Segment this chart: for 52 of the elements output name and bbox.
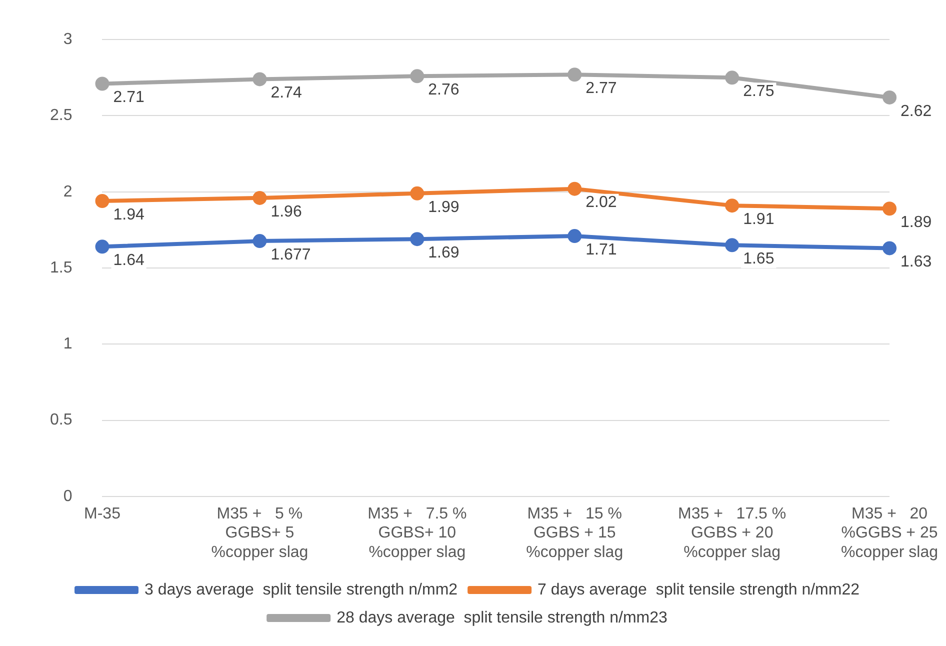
x-tick-label: M-35 bbox=[84, 505, 121, 522]
data-label: 1.677 bbox=[270, 246, 311, 264]
data-label: 1.64 bbox=[113, 252, 144, 270]
data-label: 1.71 bbox=[586, 241, 617, 258]
point bbox=[725, 238, 740, 252]
point bbox=[568, 182, 582, 196]
data-label: 2.77 bbox=[586, 80, 617, 98]
point bbox=[882, 202, 897, 216]
point bbox=[568, 229, 582, 244]
data-label: 2.75 bbox=[743, 83, 774, 100]
y-tick-label: 2 bbox=[63, 183, 72, 200]
point bbox=[882, 90, 897, 104]
y-tick-label: 0.5 bbox=[50, 412, 72, 429]
data-label: 2.71 bbox=[113, 89, 144, 106]
data-label: 1.69 bbox=[428, 244, 460, 262]
data-label: 2.62 bbox=[900, 102, 932, 120]
data-label: 1.91 bbox=[743, 210, 774, 228]
data-label: 1.94 bbox=[113, 206, 144, 224]
legend-label: 28 days average split tensile strength n/mm23 bbox=[336, 609, 668, 626]
point bbox=[95, 194, 110, 208]
x-tick-label: M35 + 17.5 % GGBS + 20 %copper slag bbox=[678, 505, 786, 561]
point bbox=[410, 186, 424, 200]
data-label: 2.02 bbox=[586, 194, 617, 212]
point bbox=[882, 241, 897, 256]
point bbox=[95, 76, 110, 91]
data-label: 1.96 bbox=[270, 203, 302, 220]
data-label: 1.63 bbox=[900, 254, 932, 271]
point bbox=[410, 232, 424, 246]
point bbox=[252, 72, 267, 86]
y-tick-label: 0 bbox=[63, 488, 72, 505]
x-tick-label: M35 + 15 % GGBS + 15 %copper slag bbox=[526, 505, 624, 561]
legend-label: 7 days average split tensile strength n/mm22 bbox=[538, 581, 860, 598]
point bbox=[95, 240, 110, 254]
data-label: 1.89 bbox=[900, 214, 932, 232]
y-tick-label: 1.5 bbox=[50, 259, 72, 276]
point bbox=[252, 234, 267, 248]
x-tick-label: M35 + 5 % GGBS+ 5 %copper slag bbox=[211, 505, 308, 561]
y-tick-label: 1 bbox=[63, 336, 72, 353]
data-label: 1.65 bbox=[743, 250, 774, 268]
point bbox=[568, 68, 582, 82]
point bbox=[410, 69, 424, 84]
point bbox=[725, 198, 740, 213]
y-tick-label: 2.5 bbox=[50, 107, 72, 124]
y-tick-label: 3 bbox=[63, 31, 72, 48]
legend-label: 3 days average split tensile strength n/mm2 bbox=[144, 581, 458, 598]
data-label: 2.74 bbox=[270, 84, 302, 102]
data-label: 1.99 bbox=[428, 198, 460, 216]
x-tick-label: M35 + 20 %GGBS + 25 %copper slag bbox=[841, 505, 938, 561]
data-label: 2.76 bbox=[428, 82, 460, 99]
point bbox=[725, 70, 740, 85]
point bbox=[252, 190, 267, 205]
x-tick-label: M35 + 7.5 % GGBS+ 10 %copper slag bbox=[368, 505, 467, 561]
